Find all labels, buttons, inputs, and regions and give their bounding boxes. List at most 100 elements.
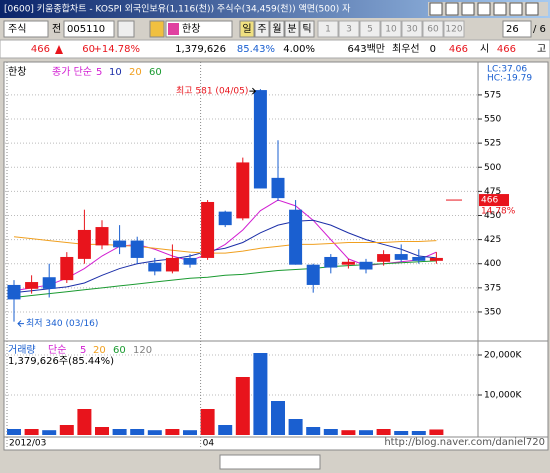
candle-body [377, 254, 391, 262]
volume-bar [7, 429, 21, 435]
volume-bar [253, 353, 268, 435]
title-bar [0, 0, 550, 18]
volume-bar [288, 419, 303, 435]
legend-entry: 60 [113, 345, 126, 356]
date-row [3, 436, 549, 451]
volume-ma-label: 단순 [48, 344, 66, 356]
candle-body [183, 257, 197, 265]
quote-row [0, 39, 550, 59]
market: 주식 [8, 23, 26, 35]
x-tick-label: 2012/03 [9, 439, 46, 449]
high-label: 고 [537, 44, 546, 55]
candle-body [165, 257, 179, 272]
minute-button[interactable] [359, 20, 381, 38]
panel-label: 한창 [8, 66, 26, 78]
volume-bar [235, 377, 250, 435]
period-label: 분 [287, 23, 296, 35]
minute-button[interactable] [317, 20, 339, 38]
volume-bar [59, 425, 74, 435]
amount: 643백만 [348, 43, 386, 55]
ma-label: 종가 단순 [52, 66, 92, 78]
best: 최우선 [392, 43, 420, 55]
legend-entry: 20 [129, 67, 142, 78]
name-icon [168, 23, 179, 35]
volume-bar [183, 430, 197, 435]
volume-bar [147, 430, 162, 435]
period-button[interactable] [284, 20, 300, 38]
minute-label: 5 [367, 25, 373, 35]
candle-body [130, 240, 144, 258]
minute-button[interactable] [401, 20, 423, 38]
legend-entry: 5 [96, 67, 102, 78]
period-label: 월 [272, 23, 281, 35]
search-button[interactable] [117, 20, 135, 38]
candle-body [148, 262, 162, 272]
name-box [165, 20, 233, 38]
toolbar: 주식 전 005110 한창 26 / 6 [3, 20, 546, 38]
period-button[interactable] [254, 20, 270, 38]
legend-entry: 5 [80, 345, 86, 356]
period-label: 주 [257, 24, 266, 35]
period-button[interactable] [239, 20, 255, 38]
y-tick-label: 575 [484, 90, 501, 100]
candle-body [7, 284, 21, 300]
volume-bar [112, 429, 127, 435]
period-label: 일 [242, 23, 251, 35]
scroll-controls[interactable] [219, 454, 321, 470]
x-tick-label: 04 [203, 439, 215, 449]
minute-label: 3 [346, 25, 352, 35]
candle-body [42, 277, 56, 289]
stock-name: 한창 [182, 23, 200, 35]
icon[interactable] [149, 20, 165, 38]
candle-body [201, 201, 215, 258]
volume-label: 거래량 [8, 344, 36, 356]
y-tick-label: 500 [484, 163, 501, 173]
annotation-low: 최저 340 (03/16) [26, 318, 98, 329]
y-tick-label: 450 [484, 211, 501, 221]
y-tick-label: 400 [484, 259, 501, 269]
annotation-high: 최고 581 (04/05) [176, 86, 248, 97]
price: 466 [31, 44, 50, 55]
window-buttons[interactable] [428, 2, 548, 16]
pages: / 6 [533, 24, 546, 35]
best-qty: 0 [430, 44, 436, 55]
period-button[interactable] [299, 20, 315, 38]
period-button[interactable] [269, 20, 285, 38]
minute-label: 60 [427, 25, 439, 35]
arrow [249, 87, 257, 95]
y-tick-label: 10,000K [484, 391, 522, 401]
candle-body [77, 229, 91, 259]
market-select[interactable] [3, 20, 49, 38]
legend-entry: 120 [133, 345, 152, 356]
count-box[interactable] [502, 20, 532, 38]
candle-body [359, 261, 373, 270]
volume-bar [200, 409, 215, 435]
code-input[interactable] [63, 20, 115, 38]
minute-button[interactable] [443, 20, 465, 38]
minute-button[interactable] [338, 20, 360, 38]
candle-body [253, 90, 267, 189]
minute-button[interactable] [380, 20, 402, 38]
minute-label: 120 [445, 25, 462, 35]
volume-bar [306, 427, 321, 435]
minute-button[interactable] [422, 20, 444, 38]
volume-bar [376, 429, 391, 435]
volume-bar [77, 409, 92, 435]
candle-body [306, 264, 320, 285]
change: 60 [82, 44, 95, 55]
volume-bar [42, 430, 57, 435]
y-tick-label: 550 [484, 115, 501, 125]
candle-body [271, 177, 285, 199]
watermark: http://blog.naver.com/daniel720 [384, 437, 545, 448]
candle-body [341, 261, 355, 265]
candle-body [218, 211, 232, 226]
minute-label: 1 [325, 25, 331, 35]
moving-average [13, 219, 437, 294]
volume-bar [411, 431, 426, 435]
legend-entry: 20 [93, 345, 106, 356]
rate: 4.00% [283, 44, 315, 55]
period-label: 틱 [302, 23, 311, 35]
up-arrow [55, 45, 63, 54]
current-change: 14.78% [481, 207, 516, 217]
